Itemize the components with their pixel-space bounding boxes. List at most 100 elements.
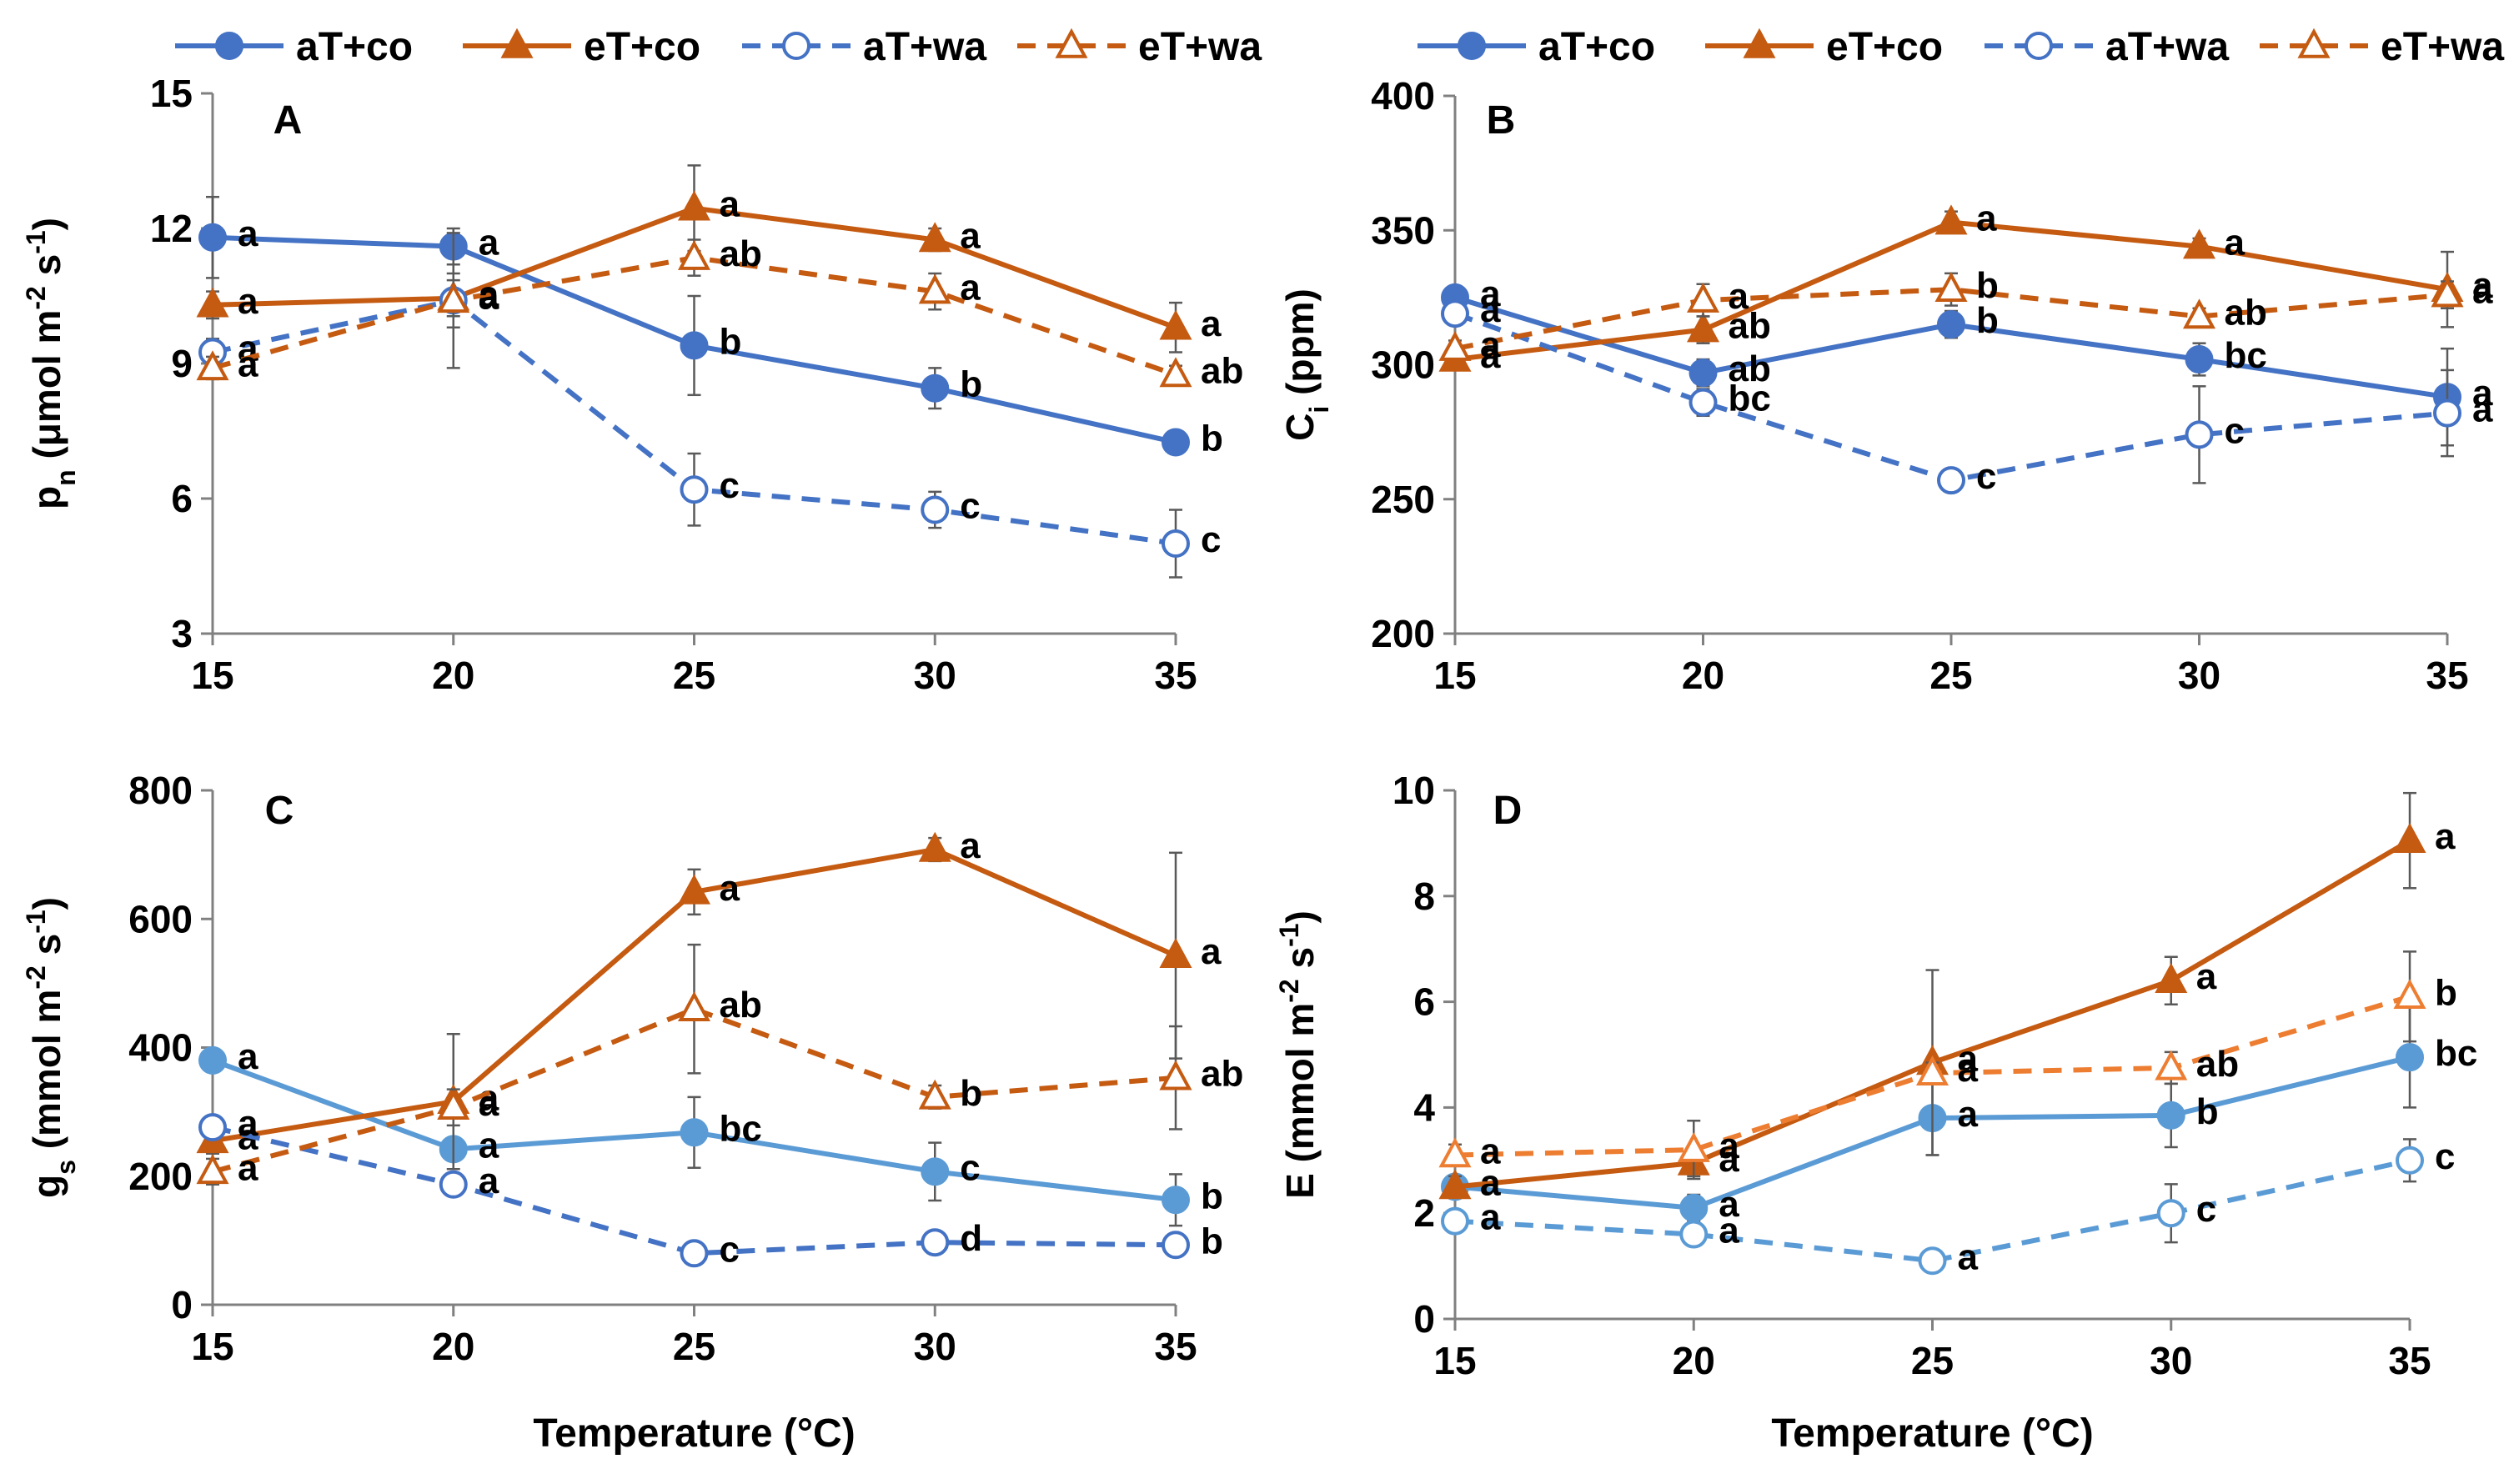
significance-letter: a <box>1958 1094 1979 1135</box>
significance-letter: a <box>2472 271 2493 312</box>
x-tick-label: 25 <box>1929 654 1972 697</box>
x-tick-label: 25 <box>1911 1339 1954 1382</box>
data-point <box>1686 282 1720 313</box>
series-aT+wa: a bc c c a <box>1441 289 2493 497</box>
y-tick-label: 6 <box>1413 980 1435 1024</box>
data-point <box>196 287 229 318</box>
significance-letter: a <box>960 268 981 308</box>
significance-letter: ab <box>1729 306 1771 347</box>
x-tick-label: 35 <box>1154 1325 1197 1368</box>
y-tick-label: 800 <box>128 769 193 812</box>
data-point <box>1162 428 1190 457</box>
significance-letter: a <box>1719 1184 1739 1225</box>
data-point <box>198 223 227 252</box>
series-line <box>212 1006 1177 1175</box>
y-axis-label-part: ) <box>1278 910 1322 923</box>
significance-letter: d <box>960 1218 982 1259</box>
y-tick-label: 8 <box>1413 875 1435 918</box>
legend-marker <box>782 32 810 60</box>
data-point <box>918 273 951 304</box>
significance-letter: c <box>1976 456 1996 497</box>
data-point <box>1159 938 1192 968</box>
x-tick-label: 15 <box>1433 654 1476 697</box>
x-tick-label: 35 <box>2426 654 2468 697</box>
series-aT+co: a ab b bc a <box>1441 273 2493 447</box>
data-point <box>1679 1220 1709 1249</box>
significance-letter: a <box>479 276 499 317</box>
y-axis-label: gs (mmol m-2 s-1) <box>21 897 81 1198</box>
y-axis-label-part: -2 <box>21 286 51 309</box>
significance-letter: a <box>1480 289 1501 330</box>
legend-label: eT+wa <box>2381 25 2504 69</box>
y-tick-label: 350 <box>1371 208 1435 252</box>
y-axis-label-part: s <box>1278 947 1322 979</box>
significance-letter: c <box>960 486 980 527</box>
data-point <box>2396 1043 2424 1072</box>
significance-letter: a <box>238 281 258 322</box>
data-point <box>1937 310 1965 339</box>
significance-letter: a <box>1480 1163 1501 1204</box>
data-point <box>2156 1100 2185 1130</box>
significance-letter: a <box>479 1083 499 1124</box>
panel-d: 0 2 4 6 8 10 15 20 25 30 35 D E (mmol m-2 s-1) Temper… <box>1274 769 2477 1456</box>
y-axis-label-part: s <box>25 254 68 286</box>
x-tick-label: 30 <box>914 654 956 697</box>
significance-letter: a <box>479 223 499 263</box>
significance-letter: b <box>720 321 742 362</box>
data-point <box>1915 1055 1949 1085</box>
legend-label: aT+wa <box>863 25 986 69</box>
x-tick-label: 30 <box>2178 654 2220 697</box>
data-point <box>2156 1199 2185 1228</box>
y-tick-label: 2 <box>1413 1191 1435 1235</box>
x-tick-label: 35 <box>2388 1339 2431 1382</box>
legend-label: aT+co <box>296 25 413 69</box>
panel-letter: B <box>1487 98 1516 143</box>
significance-letter: a <box>2472 373 2493 414</box>
y-axis-label-part: ) <box>25 218 68 230</box>
significance-letter: bc <box>2435 1033 2477 1074</box>
y-axis-label-part: (μmol m <box>25 310 68 470</box>
significance-letter: a <box>238 328 258 369</box>
significance-letter: a <box>1480 1131 1501 1171</box>
significance-letter: a <box>960 825 981 866</box>
legend-item: aT+wa <box>742 25 986 69</box>
y-tick-label: 6 <box>171 477 193 520</box>
series-eT+wa: a aa abb <box>1438 950 2457 1181</box>
data-point <box>198 1045 227 1075</box>
significance-letter: c <box>720 1229 740 1270</box>
data-point <box>1438 1137 1472 1168</box>
y-tick-label: 300 <box>1371 343 1435 387</box>
y-axis-label-part: s <box>25 934 68 965</box>
legend-item: eT+wa <box>2260 25 2504 69</box>
significance-letter: a <box>238 343 258 384</box>
y-axis-label: pn (μmol m-2 s-1) <box>21 218 81 509</box>
data-point <box>1159 357 1192 388</box>
legend-item: aT+co <box>175 25 413 69</box>
legend-group: aT+co eT+co aT+wa eT+wa <box>1418 25 2504 69</box>
data-point <box>2393 979 2426 1010</box>
data-point <box>2431 277 2464 308</box>
significance-letter: bc <box>1729 379 1771 419</box>
y-axis-label-part: p <box>25 486 68 509</box>
significance-letter: a <box>2225 223 2246 263</box>
significance-letter: b <box>1976 300 1999 341</box>
y-tick-label: 200 <box>1371 612 1435 655</box>
significance-letter: a <box>479 1125 499 1166</box>
significance-letter: c <box>2225 410 2245 451</box>
data-point <box>1159 309 1192 340</box>
significance-letter: c <box>2196 1189 2216 1230</box>
legend-label: aT+co <box>1538 25 1655 69</box>
significance-letter: ab <box>1201 1054 1243 1095</box>
panel-letter: C <box>265 789 294 833</box>
data-point <box>921 374 950 403</box>
data-point <box>437 1090 470 1120</box>
data-point <box>680 1118 709 1147</box>
y-tick-label: 9 <box>171 342 193 385</box>
data-point <box>437 283 470 313</box>
x-tick-label: 25 <box>673 654 715 697</box>
legend-item: eT+wa <box>1017 25 1262 69</box>
